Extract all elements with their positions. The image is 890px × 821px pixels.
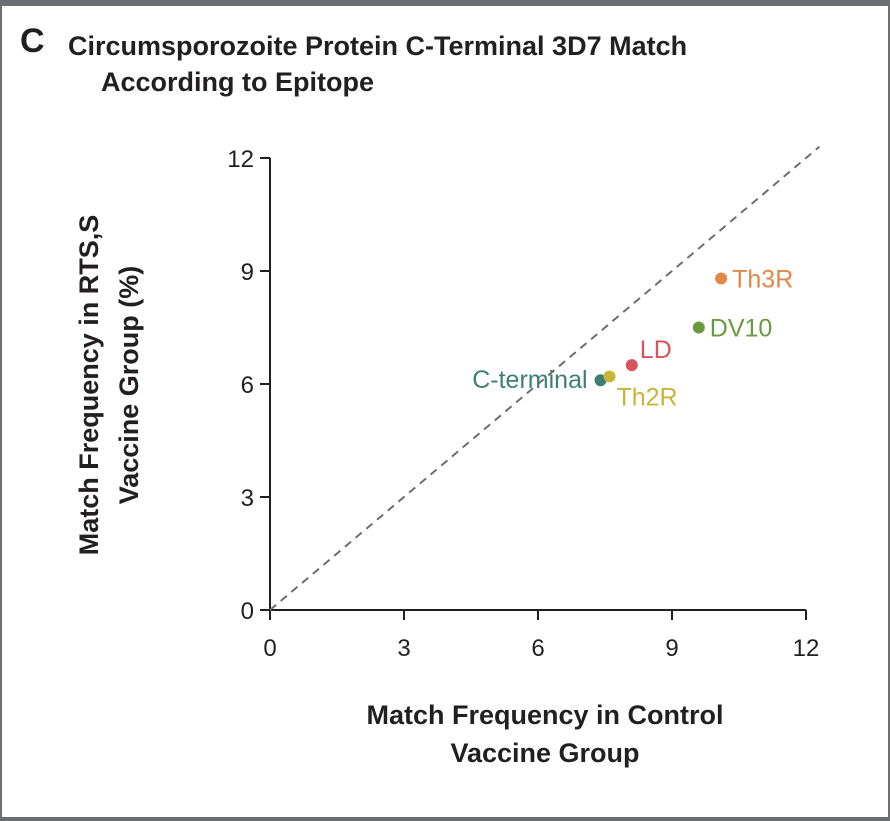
data-point-th2r — [603, 370, 616, 383]
y-tick-label: 6 — [241, 372, 254, 399]
identity-reference-line — [269, 145, 821, 611]
panel-letter: C — [20, 22, 45, 60]
data-point-label-th2r: Th2R — [616, 383, 677, 411]
x-tick-label: 12 — [793, 635, 820, 662]
x-tick-label: 0 — [263, 635, 276, 662]
chart-title: Circumsporozoite Protein C-Terminal 3D7 … — [68, 28, 828, 100]
y-tick-label: 9 — [241, 259, 254, 286]
chart-title-line1: Circumsporozoite Protein C-Terminal 3D7 … — [68, 31, 688, 61]
reference-line-group — [269, 145, 821, 611]
data-point-dv10 — [692, 321, 705, 334]
y-tick-label: 0 — [241, 598, 254, 625]
data-point-ld — [625, 359, 638, 372]
x-tick-label: 6 — [531, 635, 544, 662]
data-point-label-dv10: DV10 — [710, 315, 773, 343]
x-axis-title-line2: Vaccine Group — [450, 738, 639, 768]
y-axis-title-line2: Vaccine Group (%) — [114, 266, 144, 505]
x-tick-label: 9 — [665, 635, 678, 662]
axes: 0 3 6 9 12 0 3 6 9 12 — [227, 146, 819, 662]
data-points: Th3R DV10 LD C-terminal Th2R — [472, 266, 793, 412]
y-axis-title-line1: Match Frequency in RTS,S — [74, 215, 104, 556]
x-axis-title-line1: Match Frequency in Control — [366, 700, 723, 730]
y-tick-label: 12 — [227, 146, 254, 173]
x-tick-label: 3 — [397, 635, 410, 662]
data-point-label-ld: LD — [640, 336, 672, 364]
data-point-label-c-terminal: C-terminal — [472, 366, 587, 394]
chart-title-line2: According to Epitope — [101, 67, 374, 97]
data-point-th3r — [715, 272, 728, 285]
y-tick-label: 3 — [241, 485, 254, 512]
data-point-label-th3r: Th3R — [732, 266, 793, 294]
